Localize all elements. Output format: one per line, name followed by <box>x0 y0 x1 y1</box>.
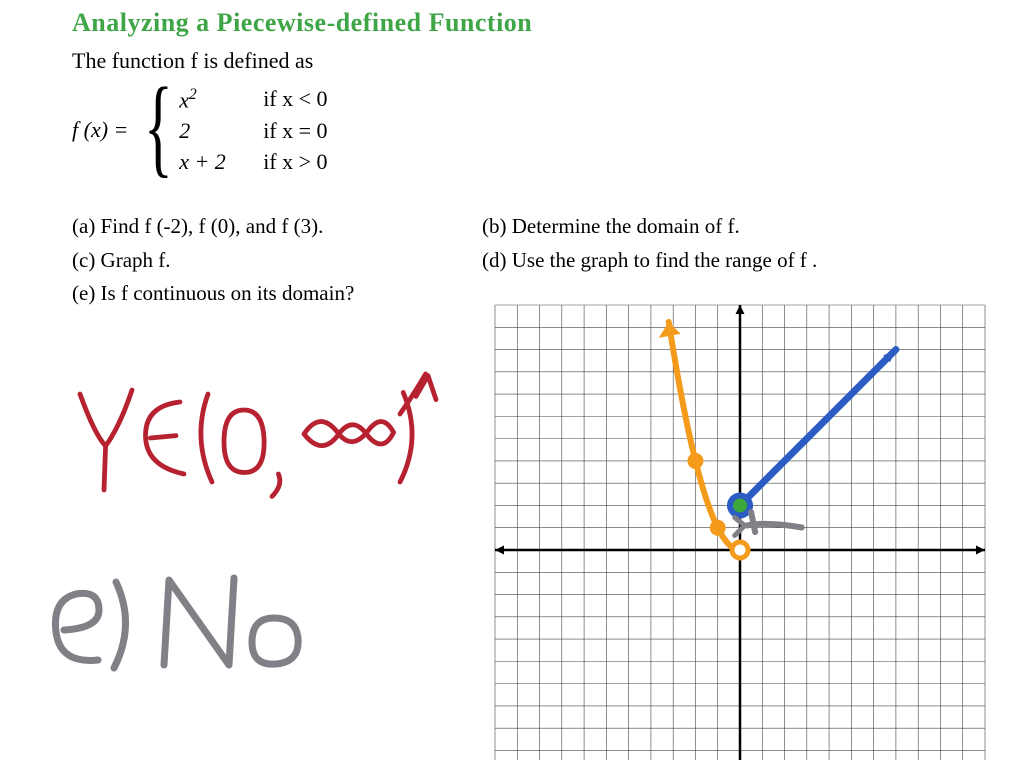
question-a: (a) Find f (-2), f (0), and f (3). <box>72 210 442 244</box>
case-expr-1: 2 <box>179 116 241 147</box>
case-cond-0: if x < 0 <box>263 84 327 116</box>
fn-lhs: f (x) = <box>72 115 134 146</box>
handwriting-range-answer <box>18 370 478 530</box>
case-expr-2: x + 2 <box>179 147 241 178</box>
handwriting-e-answer <box>44 560 344 690</box>
page-title: Analyzing a Piecewise-defined Function <box>72 8 532 38</box>
left-brace-icon: { <box>144 80 173 174</box>
coordinate-chart <box>490 300 1000 760</box>
case-expr-0: x2 <box>179 84 241 116</box>
title-text: Analyzing a Piecewise-defined Function <box>72 8 532 37</box>
question-b: (b) Determine the domain of f. <box>482 210 852 244</box>
questions-block: (a) Find f (-2), f (0), and f (3). (b) D… <box>72 210 852 311</box>
question-e: (e) Is f continuous on its domain? <box>72 277 442 311</box>
fn-cases: x2 if x < 0 2 if x = 0 x + 2 if x > 0 <box>179 84 327 178</box>
question-d: (d) Use the graph to find the range of f… <box>482 244 852 278</box>
question-c: (c) Graph f. <box>72 244 442 278</box>
case-cond-2: if x > 0 <box>263 147 327 178</box>
function-definition: f (x) = { x2 if x < 0 2 if x = 0 x + 2 i… <box>72 84 328 178</box>
intro-text: The function f is defined as <box>72 48 313 74</box>
case-cond-1: if x = 0 <box>263 116 327 147</box>
